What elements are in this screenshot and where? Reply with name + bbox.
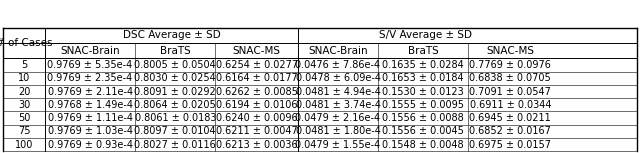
Text: BraTS: BraTS [408,46,438,56]
Text: 0.6262 ± 0.0085: 0.6262 ± 0.0085 [216,86,298,97]
Text: 0.1556 ± 0.0088: 0.1556 ± 0.0088 [382,113,464,123]
Text: # of Cases: # of Cases [0,38,52,48]
Text: 0.8097 ± 0.0104: 0.8097 ± 0.0104 [134,127,216,136]
Text: SNAC-Brain: SNAC-Brain [308,46,368,56]
Text: 0.1635 ± 0.0284: 0.1635 ± 0.0284 [382,60,464,70]
Text: 0.0481 ± 3.74e-4: 0.0481 ± 3.74e-4 [296,100,381,110]
Text: 0.8005 ± 0.0504: 0.8005 ± 0.0504 [134,60,216,70]
Text: 0.9769 ± 1.03e-4: 0.9769 ± 1.03e-4 [47,127,132,136]
Text: 0.8027 ± 0.0116: 0.8027 ± 0.0116 [134,140,216,150]
Text: SNAC-MS: SNAC-MS [232,46,280,56]
Text: 0.8030 ± 0.0254: 0.8030 ± 0.0254 [134,73,216,83]
Text: 50: 50 [18,113,30,123]
Text: 0.6164 ± 0.0177: 0.6164 ± 0.0177 [216,73,298,83]
Text: SNAC-MS: SNAC-MS [486,46,534,56]
Text: SNAC-Brain: SNAC-Brain [60,46,120,56]
Text: 0.8061 ± 0.0183: 0.8061 ± 0.0183 [134,113,216,123]
Text: 0.6194 ± 0.0106: 0.6194 ± 0.0106 [216,100,298,110]
Text: 0.6852 ± 0.0167: 0.6852 ± 0.0167 [469,127,551,136]
Text: 0.6911 ± 0.0344: 0.6911 ± 0.0344 [470,100,551,110]
Text: 0.1555 ± 0.0095: 0.1555 ± 0.0095 [382,100,464,110]
Text: 0.1556 ± 0.0045: 0.1556 ± 0.0045 [382,127,464,136]
Text: 30: 30 [18,100,30,110]
Text: 0.7091 ± 0.0547: 0.7091 ± 0.0547 [469,86,551,97]
Text: 0.9769 ± 5.35e-4: 0.9769 ± 5.35e-4 [47,60,132,70]
Text: 0.0478 ± 6.09e-4: 0.0478 ± 6.09e-4 [296,73,381,83]
Text: 0.9769 ± 2.11e-4: 0.9769 ± 2.11e-4 [47,86,132,97]
Text: 0.0481 ± 4.94e-4: 0.0481 ± 4.94e-4 [296,86,380,97]
Text: 20: 20 [18,86,30,97]
Text: 0.1653 ± 0.0184: 0.1653 ± 0.0184 [382,73,464,83]
Text: 100: 100 [15,140,33,150]
Text: 0.9768 ± 1.49e-4: 0.9768 ± 1.49e-4 [47,100,132,110]
Text: 0.8064 ± 0.0205: 0.8064 ± 0.0205 [134,100,216,110]
Text: 0.9769 ± 0.93e-4: 0.9769 ± 0.93e-4 [47,140,132,150]
Text: 0.9769 ± 2.35e-4: 0.9769 ± 2.35e-4 [47,73,132,83]
Text: 75: 75 [18,127,30,136]
Text: 0.0479 ± 2.16e-4: 0.0479 ± 2.16e-4 [296,113,381,123]
Text: 0.0481 ± 1.80e-4: 0.0481 ± 1.80e-4 [296,127,380,136]
Text: 0.0476 ± 7.86e-4: 0.0476 ± 7.86e-4 [296,60,381,70]
Text: 0.9769 ± 1.11e-4: 0.9769 ± 1.11e-4 [47,113,132,123]
Text: BraTS: BraTS [160,46,191,56]
Text: 0.6240 ± 0.0096: 0.6240 ± 0.0096 [216,113,298,123]
Text: 0.1548 ± 0.0048: 0.1548 ± 0.0048 [382,140,464,150]
Text: 0.7769 ± 0.0976: 0.7769 ± 0.0976 [469,60,551,70]
Text: 10: 10 [18,73,30,83]
Text: 0.6213 ± 0.0036: 0.6213 ± 0.0036 [216,140,298,150]
Text: 5: 5 [21,60,28,70]
Text: 0.1530 ± 0.0123: 0.1530 ± 0.0123 [382,86,464,97]
Text: S/V Average ± SD: S/V Average ± SD [379,30,472,40]
Text: 0.6975 ± 0.0157: 0.6975 ± 0.0157 [469,140,552,150]
Text: 0.6254 ± 0.0277: 0.6254 ± 0.0277 [216,60,298,70]
Text: 0.8091 ± 0.0292: 0.8091 ± 0.0292 [134,86,216,97]
Text: 0.6838 ± 0.0705: 0.6838 ± 0.0705 [470,73,551,83]
Text: 0.6211 ± 0.0047: 0.6211 ± 0.0047 [216,127,298,136]
Text: DSC Average ± SD: DSC Average ± SD [123,30,220,40]
Text: 0.0479 ± 1.55e-4: 0.0479 ± 1.55e-4 [296,140,381,150]
Text: 0.6945 ± 0.0211: 0.6945 ± 0.0211 [470,113,551,123]
